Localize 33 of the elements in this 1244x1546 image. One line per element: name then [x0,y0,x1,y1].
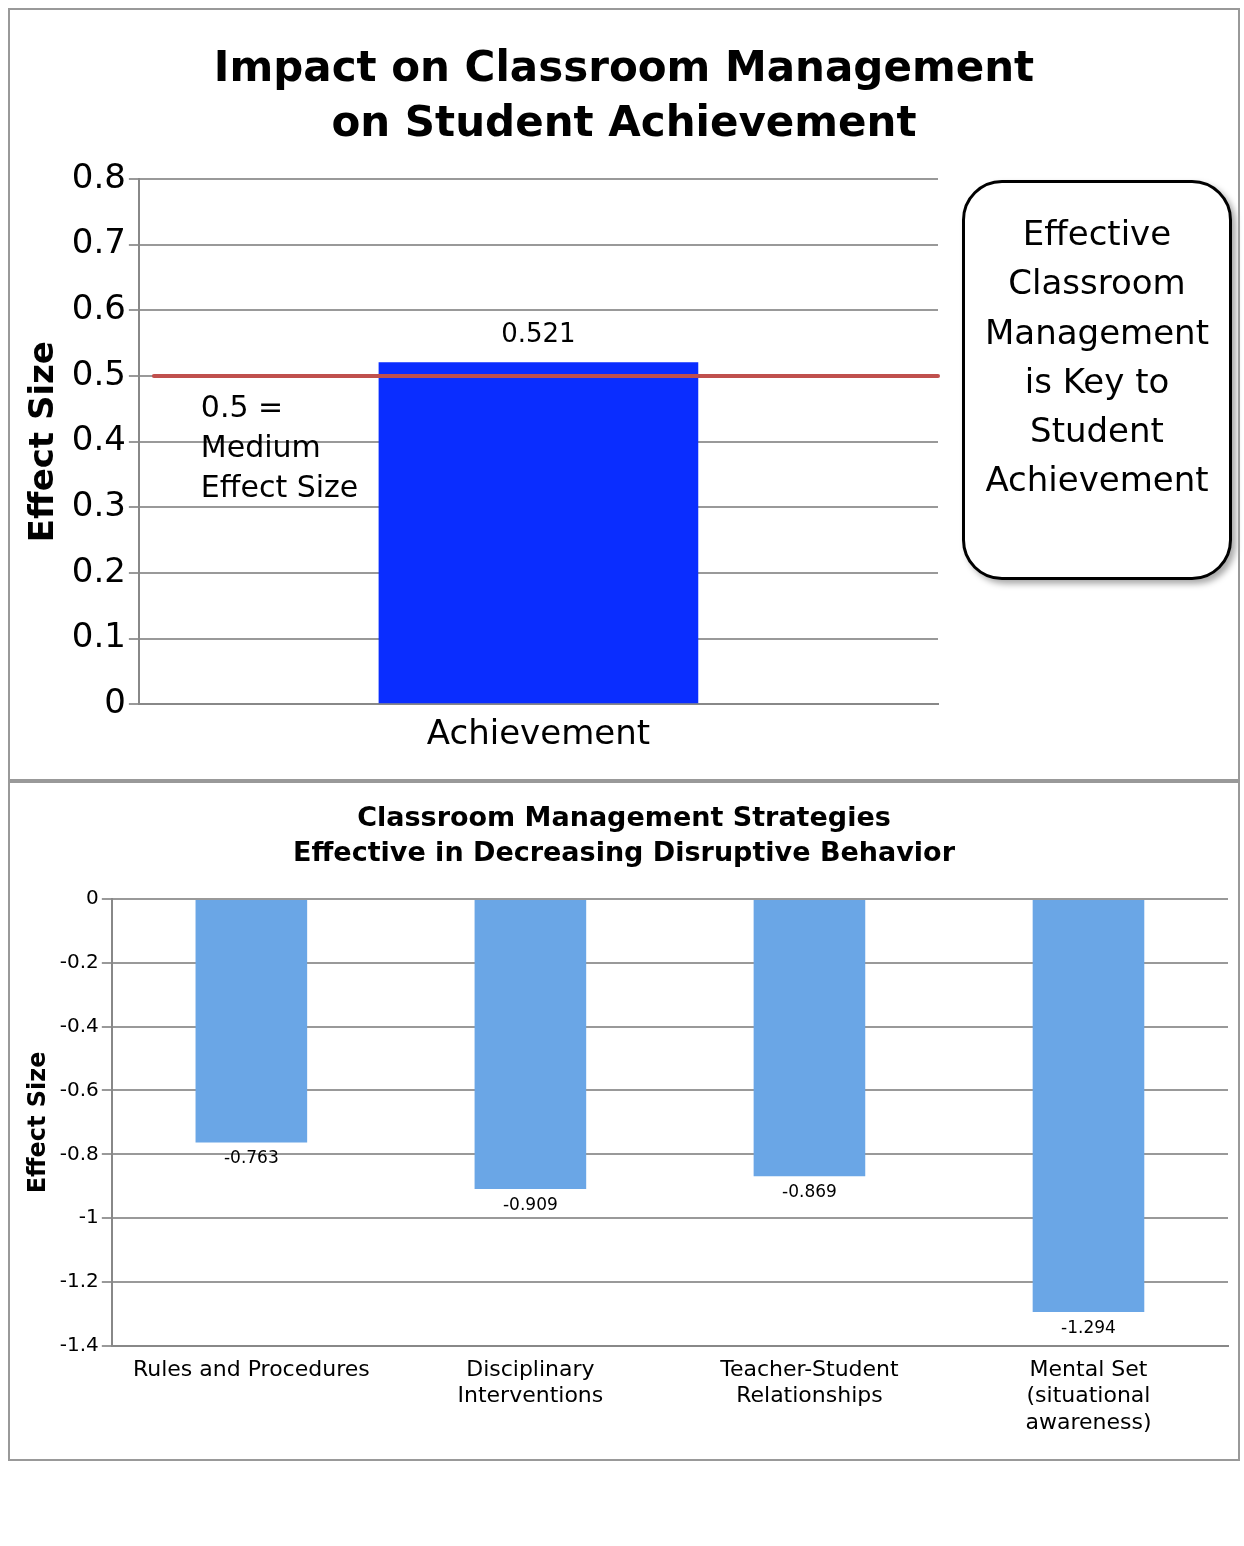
y-tick-label: 0.5 [71,352,126,393]
y-tick-label: 0.1 [71,615,126,656]
x-tick-label: Disciplinary Interventions [457,1356,604,1408]
y-tick-label: 0 [86,885,99,910]
y-tick-label: 0.6 [71,287,126,328]
y-tick-label: -1.2 [59,1268,99,1293]
chart-title: Classroom Management Strategies Effective in Decreasing Disruptive Behavior [292,800,956,870]
y-tick-label: 0.4 [71,418,126,459]
y-tick-label: -0.2 [59,949,99,974]
y-axis-title: Effect Size [22,1051,51,1194]
x-tick-label: Teacher-Student Relationships [719,1356,900,1408]
y-axis-title: Effect Size [21,341,62,543]
data-label: -1.294 [1061,1317,1116,1338]
y-tick-label: -0.4 [59,1013,99,1038]
ref-line-label: 0.5 = Medium Effect Size [200,388,359,504]
y-tick-label: -0.8 [59,1140,99,1165]
y-tick-label: -1 [78,1204,99,1229]
x-tick-label: Achievement [426,712,651,753]
x-tick-label: Mental Set (situational awareness) [1025,1356,1152,1434]
y-tick-label: 0.3 [71,484,126,525]
chart-title: Impact on Classroom Management on Student Achievement [212,41,1036,148]
y-tick-label: 0.8 [71,156,126,197]
y-tick-label: 0 [104,681,126,722]
data-label: -0.763 [223,1147,279,1168]
y-tick-label: -0.6 [59,1077,99,1102]
y-tick-label: 0.2 [71,549,126,590]
data-label: -0.869 [782,1181,837,1202]
y-tick-label: -1.4 [59,1332,99,1357]
text: Effective Classroom Management is Key to Student Achievement [962,180,1232,580]
data-label: 0.521 [501,318,576,349]
data-label: -0.909 [502,1194,558,1215]
x-tick-label: Rules and Procedures [132,1356,370,1382]
y-tick-label: 0.7 [71,221,126,262]
